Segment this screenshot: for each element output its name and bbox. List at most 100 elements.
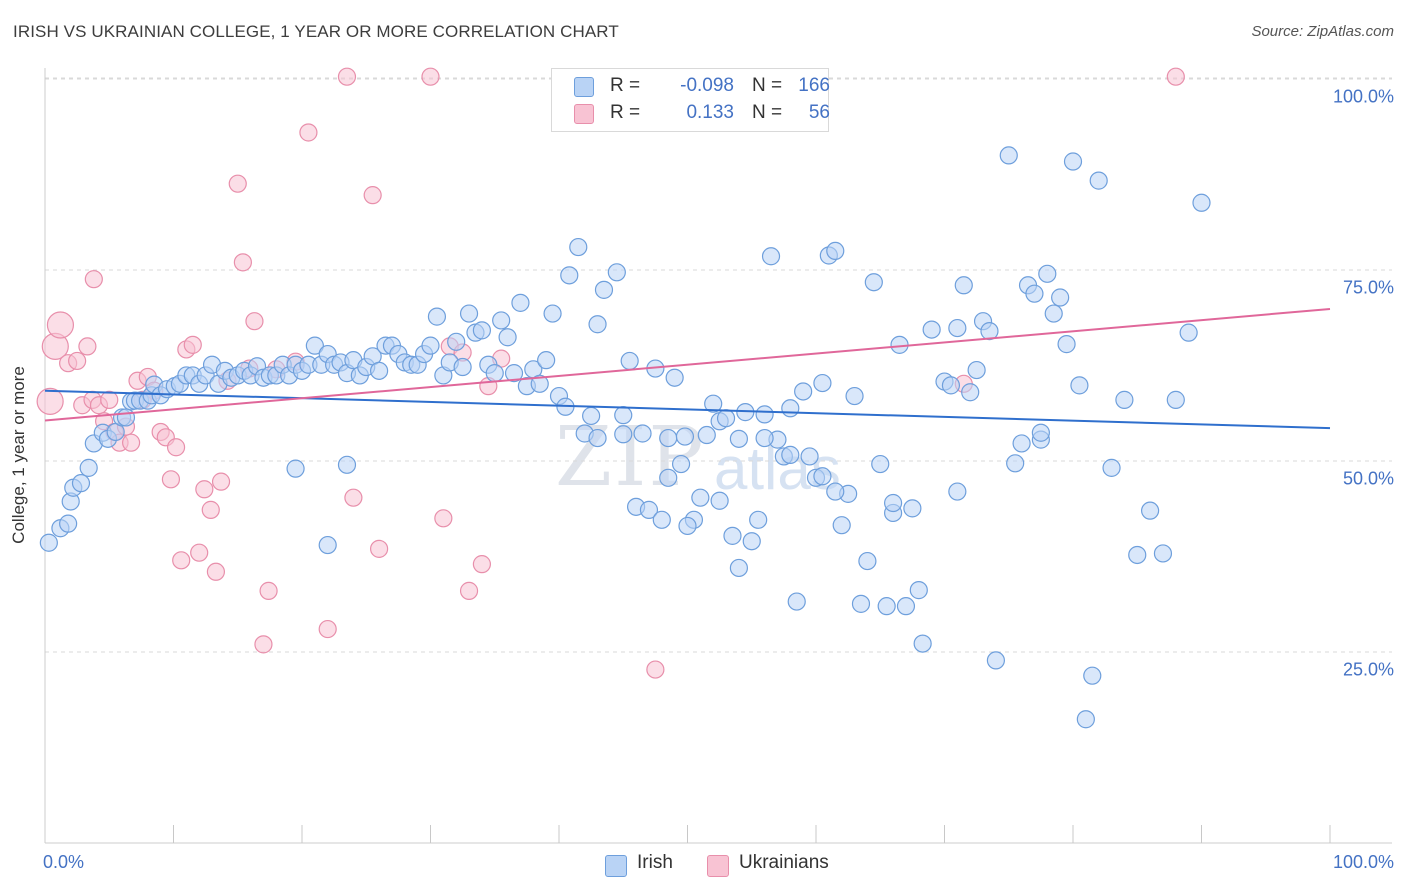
data-point [967,360,986,380]
legend-n-label: N = [752,102,783,123]
data-point [453,357,472,377]
legend-r-label: R = [610,75,641,96]
data-point [459,304,479,323]
data-point [1089,171,1108,190]
legend-r-value: -0.098 [680,75,734,96]
data-point [459,581,479,600]
data-point [161,470,181,489]
data-point [883,493,903,513]
data-point [318,535,337,555]
data-point [211,472,231,491]
data-point [201,500,220,519]
data-point [832,516,851,535]
data-point [646,660,665,679]
data-point [560,266,579,285]
legend-label-irish: Irish [637,852,673,873]
data-point [877,597,896,616]
data-point [421,336,440,355]
data-point [961,383,980,402]
data-point [71,474,91,493]
data-point [259,581,278,600]
data-point [233,253,252,272]
data-point [1006,454,1025,473]
data-point [1063,152,1083,171]
data-point [195,480,214,499]
data-point [620,351,639,371]
y-axis-label: College, 1 year or more [9,366,28,544]
data-point [633,424,652,443]
data-point [903,499,922,518]
data-point [183,335,202,354]
trend-line-irish [44,389,1331,430]
data-point [1192,193,1211,212]
data-point [78,337,97,356]
data-point [421,67,440,86]
data-point [787,592,806,611]
data-point [68,351,87,371]
chart-title: IRISH VS UKRAINIAN COLLEGE, 1 YEAR OR MO… [13,22,619,41]
data-point [761,247,781,266]
legend-n-label: N = [752,75,783,96]
data-point [845,386,864,406]
correlation-legend: R = -0.098 N = 166 R = 0.133 N = 56 [551,68,830,132]
data-point [909,581,928,600]
source-label: Source: ZipAtlas.com [1251,23,1394,40]
data-point [813,373,832,393]
data-point [980,322,999,341]
legend-swatch-ukrainians [707,855,729,877]
legend-swatch-ukrainians [574,104,594,124]
data-point [472,321,491,340]
data-point [172,551,191,570]
data-point [864,273,883,292]
data-point [39,533,58,552]
data-point [166,438,186,457]
data-point [607,263,626,282]
y-tick-label: 75.0% [1342,277,1394,298]
data-point [492,311,511,330]
data-point [871,454,890,474]
data-point [79,458,98,477]
data-point [691,488,710,507]
data-point [813,467,832,486]
data-point [652,510,671,529]
legend-r-value: 0.133 [686,102,734,123]
data-point [504,364,524,383]
data-point [896,597,916,616]
data-point [100,390,119,409]
trend-line-ukrainians [44,307,1331,422]
data-point [588,428,607,448]
data-point [1166,67,1185,86]
data-point [639,500,659,519]
legend-swatch-irish [574,77,594,97]
data-point [206,562,226,581]
data-point [370,539,389,558]
data-point [36,387,64,416]
data-point [1012,434,1031,453]
data-point [305,336,324,355]
data-point [1128,545,1147,565]
data-point [511,293,530,312]
data-point [530,374,549,393]
data-point [543,304,562,323]
data-point [59,514,78,533]
data-point [1051,288,1070,307]
data-point [537,351,556,370]
data-point [582,406,601,426]
data-point [678,516,697,536]
data-point [1153,544,1173,563]
x-tick-label: 100.0% [1332,852,1394,872]
data-point [729,558,749,578]
data-point [794,382,813,401]
data-point [344,488,363,507]
data-point [286,459,305,478]
data-point [1070,376,1089,395]
data-point [498,328,517,347]
data-point [858,551,877,571]
y-tick-label: 50.0% [1342,468,1394,489]
data-point [826,482,845,501]
data-point [954,276,973,295]
data-point [594,280,614,299]
data-point [922,320,941,339]
data-point [116,408,136,427]
